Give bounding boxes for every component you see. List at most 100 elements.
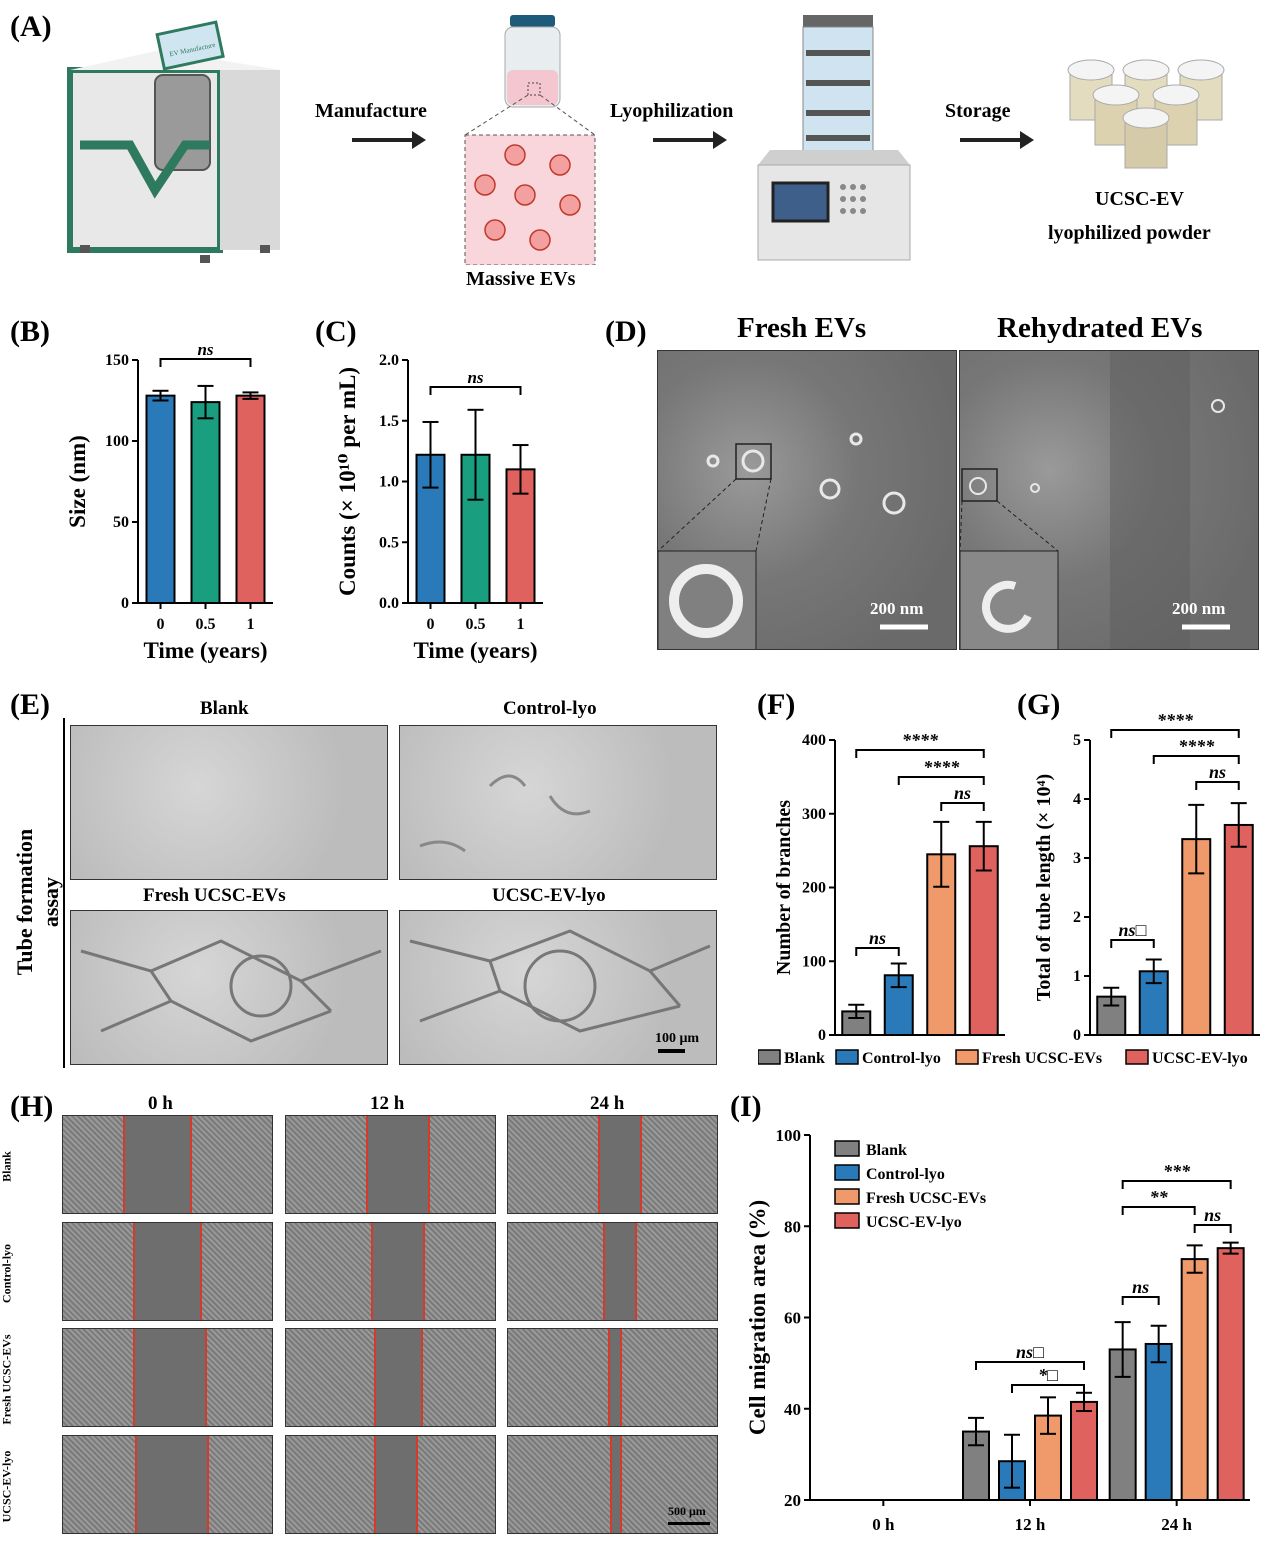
x-tick-label: 0.5 xyxy=(196,616,216,633)
tube-formation-side-title: Tube formation assay xyxy=(12,828,63,976)
significance-bracket xyxy=(1121,1180,1232,1189)
significance-label: ns xyxy=(869,928,886,948)
ev-manufacture-device-illustration: EV Manufacture xyxy=(60,20,300,270)
step-lyophilization-label: Lyophilization xyxy=(610,100,734,122)
bar xyxy=(1034,1414,1062,1501)
wound-gap xyxy=(135,1436,209,1533)
legend-label: Fresh UCSC-EVs xyxy=(866,1190,986,1207)
significance-bracket xyxy=(855,749,985,758)
tem-rehydrated-title: Rehydrated EVs xyxy=(997,312,1203,344)
y-tick-label: 150 xyxy=(105,352,129,369)
panel-e-divider xyxy=(63,718,65,1068)
y-tick-label: 50 xyxy=(113,514,129,531)
wound-gap xyxy=(133,1223,202,1320)
wound-gap xyxy=(371,1223,425,1320)
legend-swatch xyxy=(835,1049,859,1065)
y-tick-label: 200 xyxy=(802,880,826,897)
panel-e-label: (E) xyxy=(10,688,50,721)
chart-f: 0 100 200 300 400 Number of branches **** **** n… xyxy=(765,720,1020,1055)
x-tick-label: 0 h xyxy=(872,1515,895,1534)
significance-label: ns□ xyxy=(1016,1342,1044,1362)
legend-label: Control-lyo xyxy=(862,1050,941,1067)
wound-col-24h: 24 h xyxy=(590,1093,625,1114)
wound-image xyxy=(285,1435,496,1534)
significance-label: ns xyxy=(467,368,483,387)
y-axis-label: Counts (× 10¹⁰ per mL) xyxy=(335,367,360,596)
wound-image xyxy=(62,1222,273,1321)
legend-swatch xyxy=(834,1164,860,1181)
y-tick-label: 5 xyxy=(1073,732,1081,749)
x-tick-label: 1 xyxy=(517,616,525,633)
wound-col-12h: 12 h xyxy=(370,1093,405,1114)
product-label-line2: lyophilized powder xyxy=(1048,222,1211,244)
wound-gap xyxy=(374,1436,418,1533)
legend-label: Fresh UCSC-EVs xyxy=(982,1050,1102,1067)
massive-evs-label: Massive EVs xyxy=(466,268,576,290)
significance-bracket xyxy=(159,358,252,367)
wound-image xyxy=(62,1435,273,1534)
y-tick-label: 2.0 xyxy=(379,352,399,369)
significance-label: **** xyxy=(1157,710,1194,730)
bar xyxy=(1216,1247,1245,1501)
bar xyxy=(962,1430,990,1501)
y-tick-label: 1.5 xyxy=(379,413,399,430)
tube-title-blank: Blank xyxy=(200,698,249,719)
tem-image-fresh: 200 nm xyxy=(657,350,957,650)
x-tick-label: 24 h xyxy=(1161,1515,1192,1534)
significance-bracket xyxy=(1152,755,1240,764)
tube-title-control-lyo: Control-lyo xyxy=(503,698,597,719)
step-storage-label: Storage xyxy=(945,100,1011,122)
bar xyxy=(968,845,999,1036)
chart-b: 0 50 100 150 Size (nm) 0 0.5 1 Time (years) ns xyxy=(60,325,285,675)
bar xyxy=(1223,823,1254,1036)
wound-row-label: Control-lyo xyxy=(0,1243,14,1304)
x-axis-label: Time (years) xyxy=(143,638,267,663)
bar xyxy=(235,394,266,604)
wound-gap xyxy=(603,1223,637,1320)
y-tick-label: 40 xyxy=(784,1400,801,1419)
wound-gap xyxy=(598,1116,642,1213)
wound-image xyxy=(285,1222,496,1321)
lyophilized-vials-illustration xyxy=(1065,55,1235,170)
chart-c: 0.0 0.5 1.0 1.5 2.0 Counts (× 10¹⁰ per mL) 0 0.… xyxy=(330,325,570,675)
panel-d-label: (D) xyxy=(605,315,647,348)
tube-image-control-lyo xyxy=(399,725,717,880)
significance-bracket xyxy=(1011,1384,1085,1393)
bar xyxy=(1180,1258,1209,1501)
tube-image-fresh xyxy=(70,910,388,1065)
y-tick-label: 100 xyxy=(776,1126,802,1145)
y-tick-label: 100 xyxy=(105,433,129,450)
significance-bracket xyxy=(1110,939,1155,948)
tem-rehydrated-scale-label: 200 nm xyxy=(1172,599,1226,618)
wound-gap xyxy=(366,1116,430,1213)
legend-swatch xyxy=(834,1188,860,1205)
panel-h-label: (H) xyxy=(10,1090,54,1123)
y-axis-label: Number of branches xyxy=(773,800,795,975)
legend-swatch xyxy=(834,1140,860,1157)
tem-fresh-scale-label: 200 nm xyxy=(870,599,924,618)
x-tick-label: 1 xyxy=(247,616,255,633)
wound-row-label: UCSC-EV-lyo xyxy=(0,1450,14,1523)
panel-g-label: (G) xyxy=(1017,688,1061,721)
wound-gap xyxy=(374,1329,423,1426)
wound-image: 500 μm xyxy=(507,1435,718,1534)
significance-bracket xyxy=(855,947,900,956)
significance-bracket xyxy=(429,386,522,395)
wound-image xyxy=(507,1328,718,1427)
wound-row-label: Blank xyxy=(0,1151,14,1182)
significance-label: **** xyxy=(1178,736,1215,756)
significance-label: *□ xyxy=(1038,1365,1058,1385)
tube-image-blank xyxy=(70,725,388,880)
y-tick-label: 60 xyxy=(784,1309,801,1328)
wound-scale-bar xyxy=(668,1522,710,1525)
y-axis-label: Cell migration area (%) xyxy=(745,1200,770,1435)
significance-bracket xyxy=(1193,1224,1232,1233)
y-tick-label: 0.5 xyxy=(379,534,399,551)
significance-bracket xyxy=(940,802,985,811)
significance-label: ns xyxy=(197,340,213,359)
legend-label: Blank xyxy=(784,1050,825,1067)
legend-swatch xyxy=(834,1212,860,1229)
significance-bracket xyxy=(1110,729,1240,738)
wound-gap xyxy=(608,1329,622,1426)
significance-bracket xyxy=(1121,1206,1196,1215)
